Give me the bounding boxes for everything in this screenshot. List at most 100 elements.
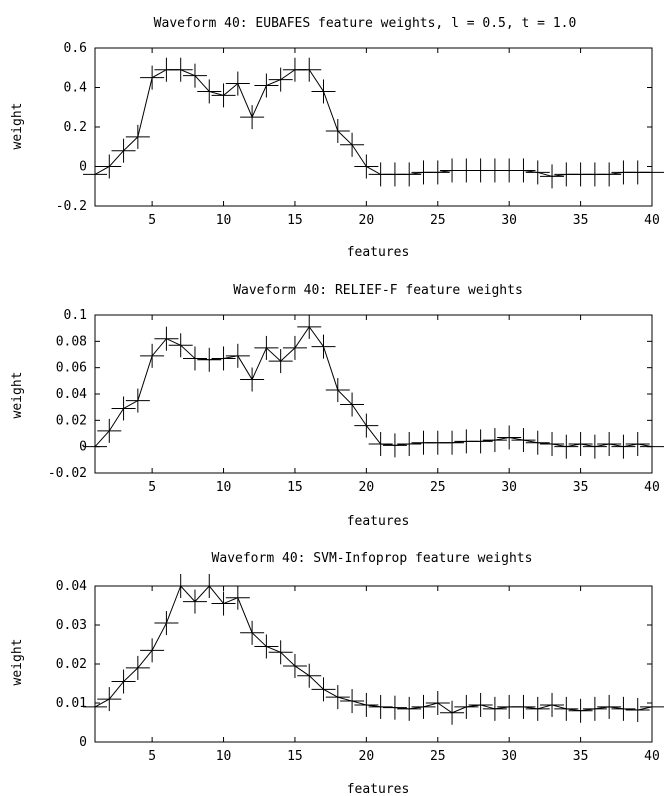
x-tick-label: 35 [573, 480, 589, 495]
data-point [268, 640, 293, 665]
chart-title: Waveform 40: SVM-Infoprop feature weight… [212, 551, 533, 566]
x-tick-label: 40 [644, 213, 660, 228]
data-point [440, 430, 465, 455]
x-tick-label: 20 [359, 213, 375, 228]
data-point [297, 314, 322, 339]
y-tick-label: 0.03 [56, 618, 87, 633]
data-point [468, 429, 493, 454]
data-point [240, 367, 265, 392]
data-point [554, 434, 579, 459]
data-point [154, 326, 179, 351]
data-point [240, 620, 265, 645]
data-point [611, 696, 636, 721]
data-point [540, 432, 565, 457]
y-tick-label: 0.4 [64, 81, 88, 96]
data-point [411, 694, 436, 719]
data-point [111, 396, 136, 421]
x-tick-label: 40 [644, 749, 660, 764]
data-point [568, 432, 593, 457]
data-point [311, 677, 336, 702]
plot-frame [94, 314, 653, 474]
data-point [354, 692, 379, 717]
data-point [582, 696, 607, 721]
data-point [340, 689, 365, 714]
data-point [482, 696, 507, 721]
data-point [611, 434, 636, 459]
y-axis-label: weight [10, 103, 25, 150]
data-point [382, 433, 407, 458]
y-tick-label: -0.2 [56, 199, 87, 214]
data-point [625, 432, 650, 457]
x-tick-label: 35 [573, 749, 589, 764]
y-tick-label: 0.04 [56, 579, 87, 594]
data-point [468, 692, 493, 717]
data-point [325, 378, 350, 403]
data-point [582, 434, 607, 459]
data-point [325, 685, 350, 710]
data-point [225, 71, 250, 96]
data-point [154, 611, 179, 636]
data-point [125, 655, 150, 680]
data-point [225, 343, 250, 368]
x-axis-label: features [347, 514, 410, 529]
data-point [397, 432, 422, 457]
data-point [511, 694, 536, 719]
data-point [325, 118, 350, 143]
data-point [225, 585, 250, 610]
data-point [97, 687, 122, 712]
data-point [540, 692, 565, 717]
x-tick-label: 30 [501, 480, 517, 495]
data-point [83, 162, 107, 187]
data-point [240, 105, 265, 130]
data-point [511, 158, 536, 183]
x-tick-label: 10 [216, 480, 232, 495]
data-point [368, 694, 393, 719]
data-point [83, 694, 107, 719]
y-tick-label: 0.02 [56, 413, 87, 428]
data-point [182, 346, 207, 371]
x-tick-label: 5 [148, 749, 156, 764]
data-point [268, 67, 293, 92]
data-point [340, 132, 365, 157]
data-point [354, 413, 379, 438]
x-tick-label: 10 [216, 213, 232, 228]
series-line [94, 69, 652, 177]
data-point [640, 694, 664, 719]
x-tick-label: 15 [287, 480, 303, 495]
x-tick-label: 15 [287, 749, 303, 764]
y-tick-label: 0.01 [56, 696, 87, 711]
data-point [640, 434, 664, 459]
data-point [197, 347, 222, 372]
data-point [211, 83, 236, 108]
chart-panel-svm-infoprop: Waveform 40: SVM-Infoprop feature weight… [10, 551, 664, 796]
data-point [440, 700, 465, 725]
series-line [94, 325, 653, 448]
y-tick-label: 0.1 [64, 308, 87, 323]
data-point [540, 164, 565, 189]
data-point [368, 432, 393, 457]
x-tick-label: 25 [430, 480, 446, 495]
data-point [182, 63, 207, 88]
plot-frame [94, 585, 653, 743]
data-point [425, 691, 450, 715]
x-tick-label: 25 [430, 213, 446, 228]
data-point [140, 65, 165, 90]
data-point [111, 669, 136, 694]
data-point [597, 432, 622, 457]
chart-title: Waveform 40: EUBAFES feature weights, l … [154, 16, 577, 31]
data-point [525, 160, 550, 185]
data-point [482, 428, 507, 453]
x-tick-label: 15 [287, 213, 303, 228]
y-tick-label: 0.08 [56, 334, 87, 349]
data-point [425, 160, 450, 185]
data-point [125, 124, 150, 149]
data-point [454, 694, 479, 719]
y-tick-label: 0 [79, 160, 87, 175]
x-tick-label: 20 [359, 749, 375, 764]
data-point [311, 79, 336, 104]
data-point [625, 698, 650, 723]
data-point [168, 57, 193, 82]
data-point [254, 634, 279, 659]
y-tick-label: -0.02 [48, 466, 87, 481]
